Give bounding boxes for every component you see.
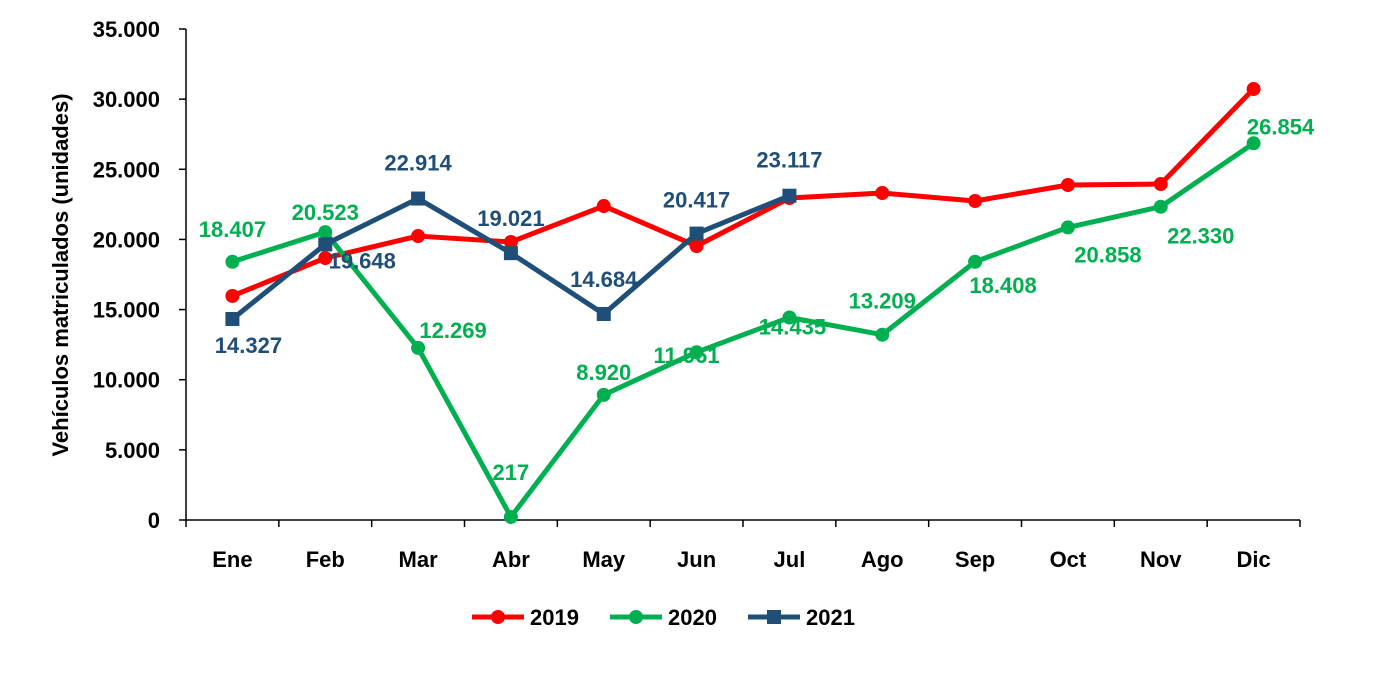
- data-label-2020: 20.858: [1074, 242, 1141, 267]
- legend-marker-2020: [629, 610, 643, 624]
- data-point-2020: [411, 340, 426, 355]
- x-tick-label: Ago: [861, 547, 904, 572]
- data-point-2021: [596, 307, 611, 322]
- x-tick-label: Ene: [212, 547, 252, 572]
- legend-label-2019: 2019: [530, 605, 579, 630]
- data-label-2020: 18.407: [199, 217, 266, 242]
- y-axis-label: Vehículos matriculados (unidades): [48, 93, 73, 456]
- y-tick-label: 0: [148, 508, 160, 533]
- series-line-2020: [231, 141, 1255, 520]
- data-label-2020: 12.269: [419, 318, 486, 343]
- data-point-2020: [318, 225, 333, 240]
- y-tick-label: 20.000: [93, 227, 160, 252]
- x-tick-label: Jun: [677, 547, 716, 572]
- data-label-2021: 20.417: [663, 188, 730, 213]
- x-tick-label: Dic: [1236, 547, 1270, 572]
- data-point-2019: [411, 229, 426, 244]
- y-tick-label: 30.000: [93, 87, 160, 112]
- data-point-2019: [689, 239, 704, 254]
- data-label-2020: 11.961: [654, 343, 720, 368]
- data-label-2020: 8.920: [576, 360, 631, 385]
- data-label-2020: 18.408: [969, 273, 1036, 298]
- data-point-2020: [689, 345, 704, 360]
- data-point-2021: [503, 246, 518, 261]
- data-point-2020: [968, 254, 983, 269]
- data-point-2020: [782, 310, 797, 325]
- data-point-2019: [596, 199, 611, 214]
- x-tick-label: Mar: [399, 547, 439, 572]
- data-label-2020: 22.330: [1167, 224, 1234, 249]
- x-tick-label: Abr: [492, 547, 530, 572]
- data-label-2021: 23.117: [756, 148, 822, 173]
- x-tick-label: May: [582, 547, 626, 572]
- data-point-2020: [1246, 136, 1261, 151]
- data-point-2020: [503, 509, 518, 524]
- data-point-2021: [318, 237, 333, 252]
- series-line-2019: [231, 87, 1256, 299]
- data-label-2020: 14.435: [759, 314, 826, 339]
- data-label-2021: 22.914: [384, 151, 452, 176]
- data-point-2019: [968, 193, 983, 208]
- y-tick-label: 25.000: [93, 157, 160, 182]
- x-tick-label: Feb: [306, 547, 345, 572]
- legend-label-2020: 2020: [668, 605, 717, 630]
- legend-marker-2021: [767, 610, 781, 624]
- legend-marker-2019: [491, 610, 505, 624]
- data-label-2020: 20.523: [292, 200, 359, 225]
- data-point-2019: [1060, 177, 1075, 192]
- data-point-2019: [1246, 82, 1261, 97]
- data-label-2021: 14.327: [215, 333, 282, 358]
- data-point-2019: [875, 185, 890, 200]
- data-point-2021: [225, 312, 240, 327]
- data-point-2020: [596, 387, 611, 402]
- data-point-2021: [782, 188, 797, 203]
- x-tick-label: Oct: [1050, 547, 1087, 572]
- y-tick-label: 15.000: [93, 298, 160, 323]
- data-point-2019: [225, 288, 240, 303]
- data-label-2021: 19.648: [329, 248, 396, 273]
- y-tick-label: 5.000: [105, 438, 160, 463]
- data-label-2020: 13.209: [849, 289, 916, 314]
- data-label-2020: 217: [493, 460, 530, 485]
- x-tick-label: Nov: [1140, 547, 1182, 572]
- data-point-2020: [1060, 220, 1075, 235]
- data-point-2020: [875, 327, 890, 342]
- x-tick-label: Sep: [955, 547, 995, 572]
- data-label-2020: 26.854: [1247, 114, 1315, 139]
- data-point-2019: [318, 251, 333, 266]
- legend-label-2021: 2021: [806, 605, 855, 630]
- data-point-2019: [503, 234, 518, 249]
- data-point-2021: [689, 226, 704, 241]
- y-tick-label: 35.000: [93, 17, 160, 42]
- data-point-2021: [411, 191, 426, 206]
- data-point-2020: [225, 254, 240, 269]
- data-label-2021: 14.684: [570, 267, 638, 292]
- data-point-2019: [1153, 177, 1168, 192]
- y-tick-label: 10.000: [93, 368, 160, 393]
- x-tick-label: Jul: [774, 547, 806, 572]
- data-label-2021: 19.021: [477, 206, 544, 231]
- data-point-2020: [1153, 199, 1168, 214]
